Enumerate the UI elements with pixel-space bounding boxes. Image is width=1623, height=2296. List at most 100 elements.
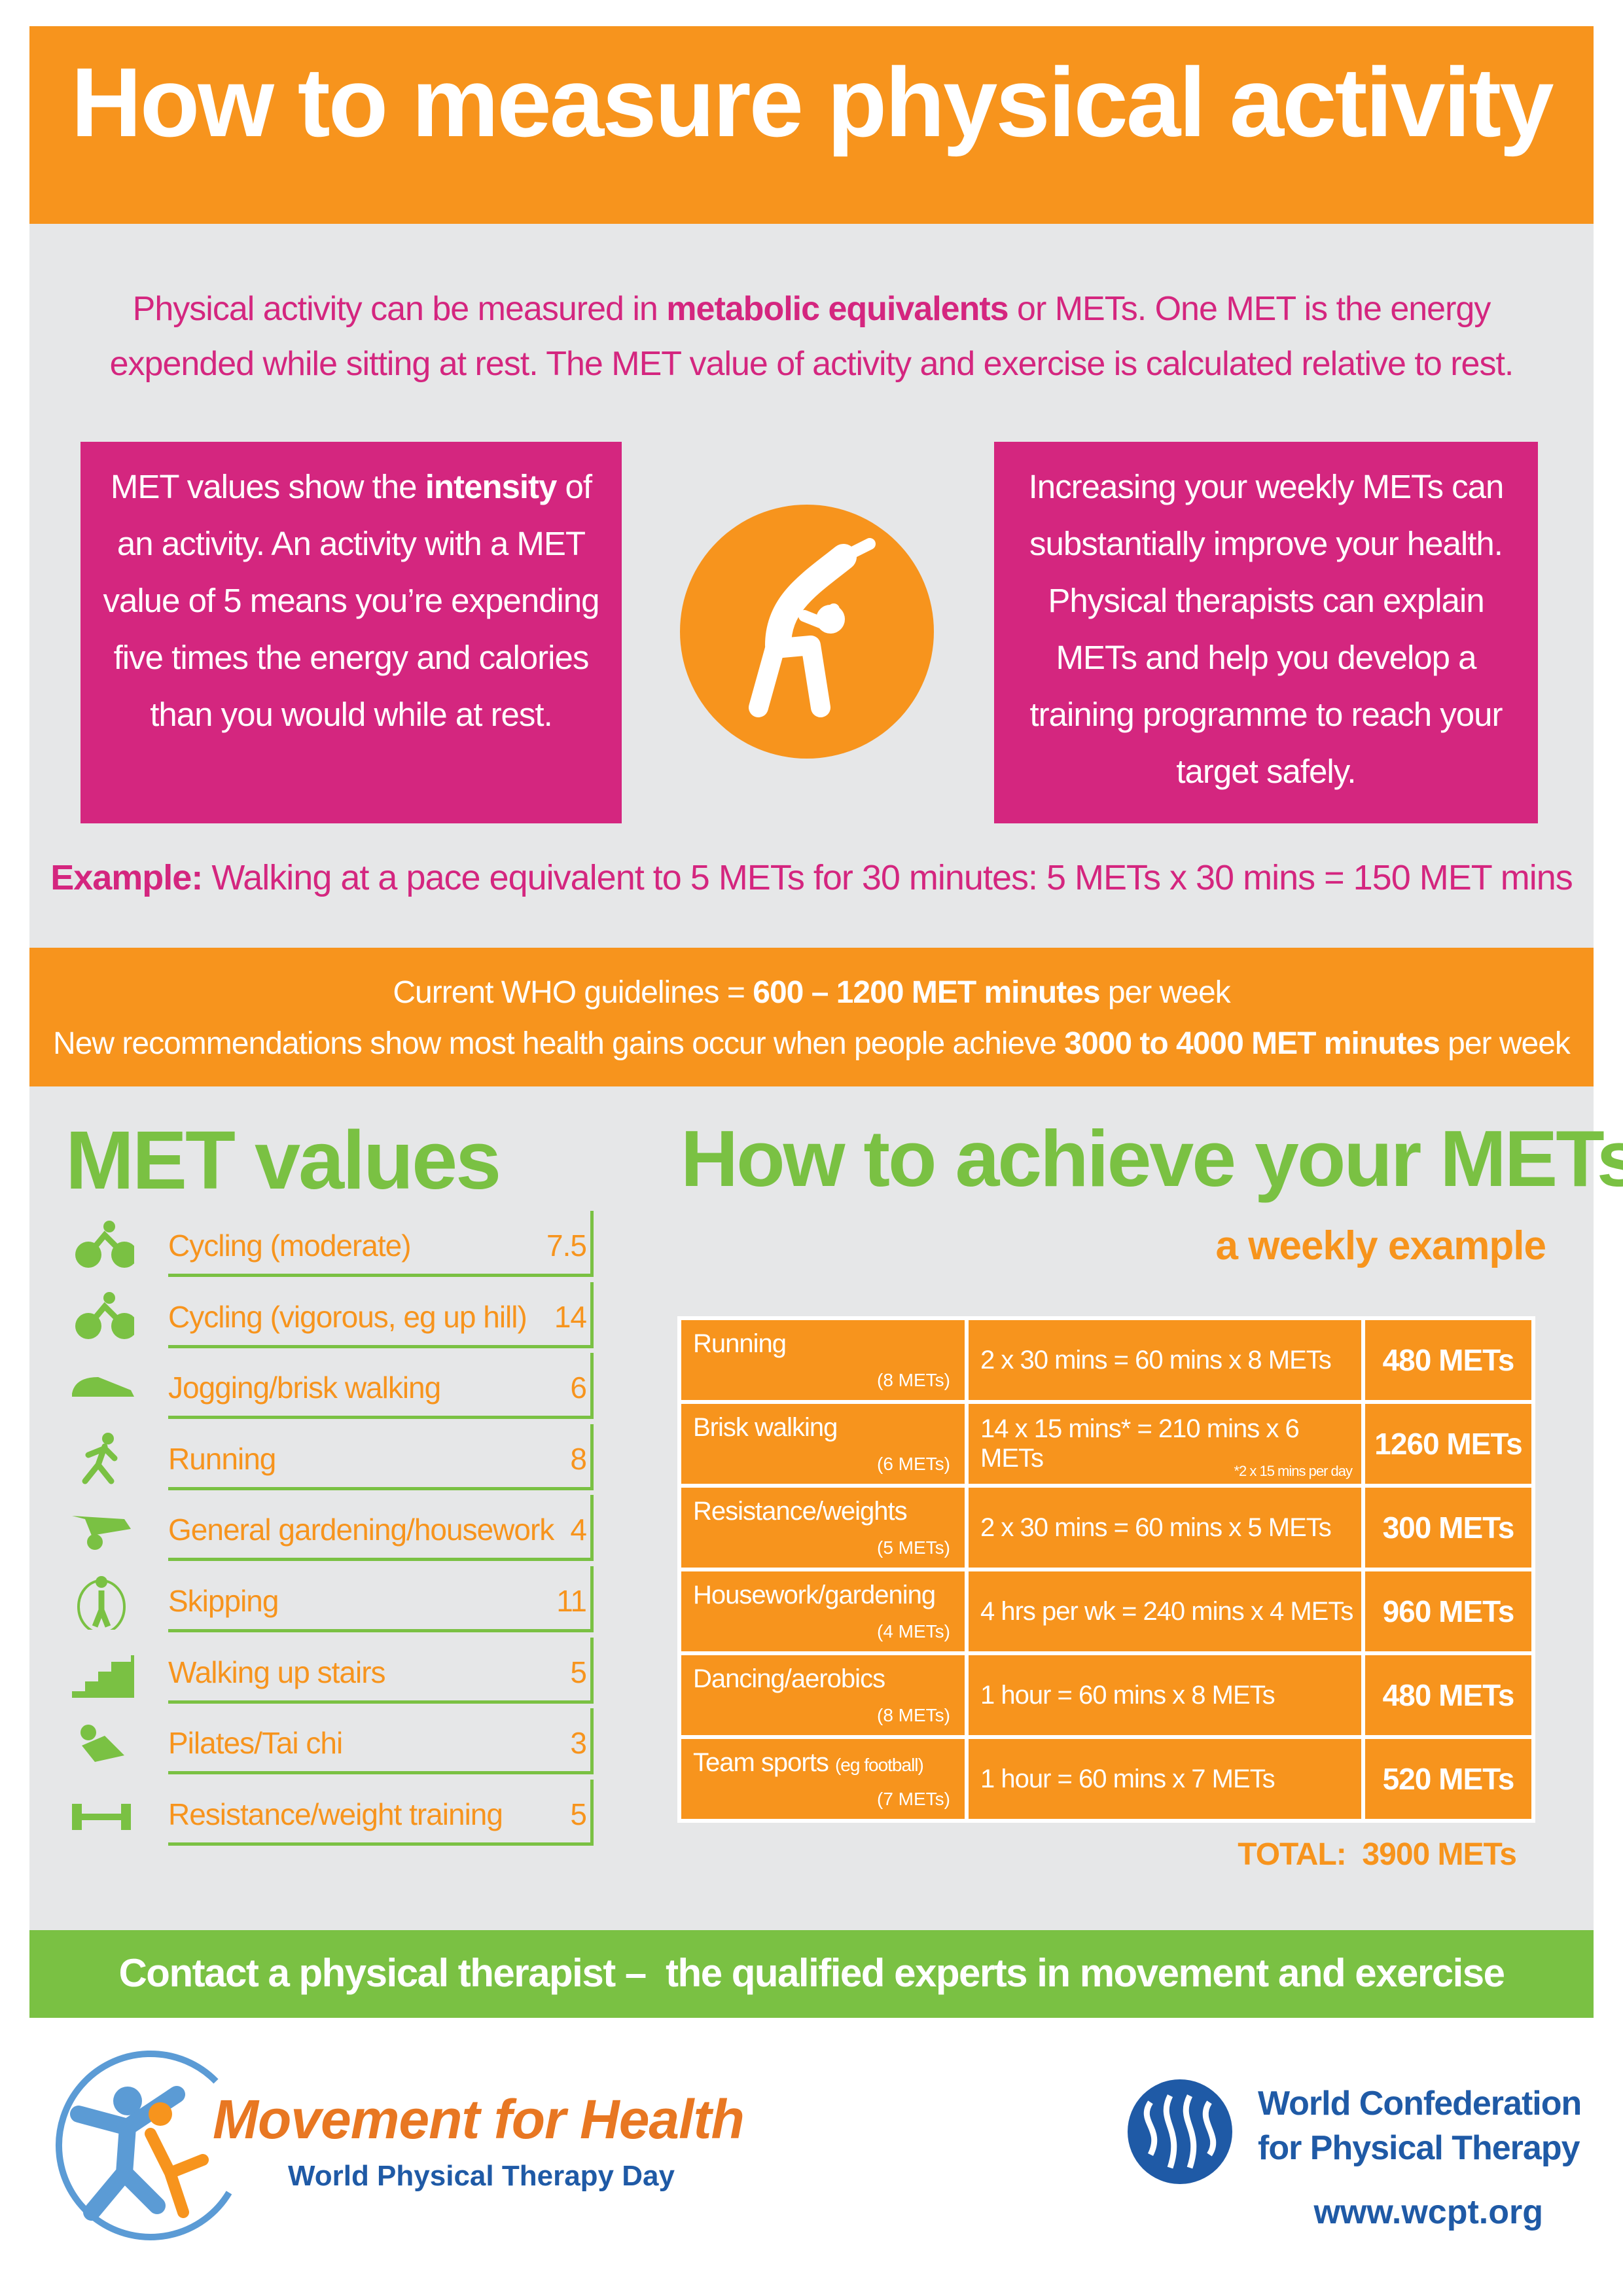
met-value: 5 (570, 1655, 587, 1689)
org-line: World Confederation (1258, 2085, 1582, 2123)
logo-ring (55, 2050, 232, 2240)
calculation-cell: 2 x 30 mins = 60 mins x 8 METs (965, 1316, 1365, 1404)
org-url[interactable]: www.wcpt.org (1313, 2193, 1543, 2231)
guideline-line: Current WHO guidelines = 600 – 1200 MET … (29, 967, 1594, 1018)
activity-icon (80, 1725, 124, 1763)
met-value: 4 (570, 1513, 587, 1547)
activity-icon (77, 1576, 126, 1630)
activity-name: Brisk walking (693, 1413, 838, 1442)
cta[interactable]: Contact a physical therapist – the quali… (118, 1951, 1505, 1995)
activity-rate: (4 METs) (877, 1621, 950, 1641)
text-bold: 3000 to 4000 MET minutes (1064, 1026, 1440, 1061)
met-value: 11 (556, 1584, 587, 1618)
calculation-note: *2 x 15 mins per day (1234, 1463, 1353, 1479)
calculation: 1 hour = 60 mins x 8 METs (980, 1680, 1275, 1710)
logo-head2 (149, 2102, 172, 2126)
intro-text: or METs. One MET is the energy expended … (109, 290, 1514, 383)
guidelines-band (29, 948, 1594, 1086)
text: Current WHO guidelines = (393, 975, 753, 1010)
activity: Brisk walking (693, 1413, 838, 1443)
table-row: Dancing/aerobics (8 METs) 1 hour = 60 mins… (677, 1651, 1535, 1739)
result: 480 METs (1361, 1651, 1535, 1739)
logo-title: Movement for Health (213, 2089, 745, 2150)
activity-rate: (8 METs) (877, 1370, 950, 1390)
activity-cell: Resistance/weights (5 METs) (677, 1484, 969, 1571)
met-row: Resistance/weight training 5 (168, 1779, 594, 1846)
table-row: Team sports (eg football) (7 METs) 1 hour … (677, 1735, 1535, 1823)
met-label: Running (168, 1441, 276, 1476)
calculation-cell: 1 hour = 60 mins x 7 METs (965, 1735, 1365, 1823)
logo-subtitle: World Physical Therapy Day (288, 2160, 675, 2192)
text-bold: 600 – 1200 MET minutes (753, 975, 1100, 1010)
activity-rate: (6 METs) (877, 1454, 950, 1474)
wcpt-logo (1128, 2079, 1232, 2184)
text: of an activity. An activity with a MET v… (103, 468, 599, 733)
calculation-cell: 1 hour = 60 mins x 8 METs (965, 1651, 1365, 1739)
met-label: Cycling (moderate) (168, 1229, 412, 1263)
calculation: 14 x 15 mins* = 210 mins x 6 METs (980, 1414, 1300, 1473)
met-label: Resistance/weight training (168, 1797, 503, 1831)
activity: Team sports (eg football) (693, 1748, 924, 1778)
calculation: 2 x 30 mins = 60 mins x 5 METs (980, 1513, 1332, 1542)
result: 300 METs (1361, 1484, 1535, 1571)
icon-circle (680, 505, 934, 759)
activity-name: Housework/gardening (693, 1581, 936, 1609)
activity-cell: Running (8 METs) (677, 1316, 969, 1404)
met-row: Skipping 11 (168, 1566, 594, 1632)
activity-icon (72, 1803, 131, 1830)
met-value: 3 (570, 1726, 587, 1761)
achieve-table: Running (8 METs) 2 x 30 mins = 60 mins x 8… (677, 1316, 1535, 1823)
logo-figure2 (145, 2128, 209, 2218)
activity-icon (82, 1432, 118, 1484)
met-row: Cycling (moderate) 7.5 (168, 1211, 594, 1277)
activity-name: Running (693, 1329, 787, 1358)
activity-icon (75, 1291, 134, 1339)
met-value: 5 (570, 1797, 587, 1831)
result: 960 METs (1361, 1568, 1535, 1655)
activity: Resistance/weights (693, 1497, 908, 1526)
calculation: 1 hour = 60 mins x 7 METs (980, 1764, 1275, 1793)
intro-text: Physical activity can be measured in (132, 290, 667, 328)
met-label: General gardening/housework (168, 1513, 554, 1547)
activity-cell: Housework/gardening (4 METs) (677, 1568, 969, 1655)
text-bold: intensity (425, 468, 558, 505)
table-row: Resistance/weights (5 METs) 2 x 30 mins = … (677, 1484, 1535, 1571)
activity: Housework/gardening (693, 1581, 936, 1610)
example: Example: Walking at a pace equivalent to… (39, 857, 1584, 898)
example-text: Walking at a pace equivalent to 5 METs f… (202, 858, 1573, 897)
met-label: Walking up stairs (168, 1655, 386, 1689)
activity-note: (eg football) (834, 1755, 924, 1775)
activity-icon (680, 505, 934, 759)
intro-bold: metabolic equivalents (666, 290, 1008, 328)
met-label: Pilates/Tai chi (168, 1726, 343, 1761)
org-name: World Confederation for Physical Therapy (1258, 2081, 1582, 2170)
table-row: Housework/gardening (4 METs) 4 hrs per wk … (677, 1568, 1535, 1655)
cta-band (29, 1930, 1594, 2018)
met-row: Cycling (vigorous, eg up hill) 14 (168, 1282, 594, 1348)
table-row: Brisk walking (6 METs) 14 x 15 mins* = 210… (677, 1400, 1535, 1488)
achieve-heading: How to achieve your METs (681, 1114, 1623, 1203)
guidelines: Current WHO guidelines = 600 – 1200 MET … (29, 967, 1594, 1069)
text: MET values show the (110, 468, 425, 505)
met-value: 6 (570, 1371, 587, 1405)
met-value: 7.5 (546, 1229, 587, 1263)
wcpt-swirls (1143, 2094, 1217, 2169)
total-label: TOTAL: (1238, 1837, 1347, 1872)
text: New recommendations show most health gai… (53, 1026, 1065, 1061)
org-line: for Physical Therapy (1258, 2129, 1580, 2167)
activity-name: Dancing/aerobics (693, 1664, 885, 1693)
met-label: Cycling (vigorous, eg up hill) (168, 1299, 527, 1334)
right-box-text: Increasing your weekly METs can substant… (1028, 468, 1505, 790)
total-value: 3900 METs (1362, 1837, 1517, 1872)
calculation: 4 hrs per wk = 240 mins x 4 METs (980, 1596, 1353, 1626)
header-band (29, 26, 1594, 224)
example-label: Example: (50, 858, 203, 897)
calculation-cell: 14 x 15 mins* = 210 mins x 6 METs *2 x 15… (965, 1400, 1365, 1488)
met-label: Jogging/brisk walking (168, 1371, 441, 1405)
left-box-text: MET values show the intensity of an acti… (98, 458, 604, 743)
activity-cell: Team sports (eg football) (7 METs) (677, 1735, 969, 1823)
text: per week (1439, 1026, 1571, 1061)
met-value: 8 (570, 1441, 587, 1476)
mfh-logo (55, 2050, 232, 2240)
